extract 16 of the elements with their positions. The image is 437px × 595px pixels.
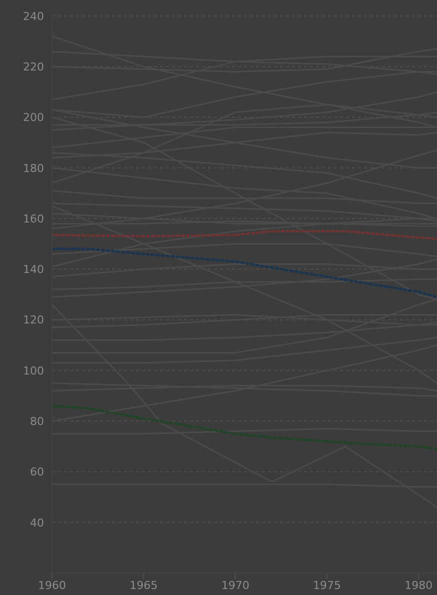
y-tick-label: 220 — [23, 60, 44, 74]
x-tick-label: 1970 — [221, 578, 250, 592]
y-tick-label: 40 — [30, 516, 44, 530]
x-tick-label: 1965 — [130, 578, 158, 592]
x-tick-label: 1960 — [38, 578, 66, 592]
y-tick-label: 120 — [23, 314, 44, 327]
y-tick-label: 140 — [23, 263, 44, 276]
x-tick-label: 1980 — [404, 578, 433, 592]
x-tick-label: 1975 — [313, 578, 341, 592]
y-tick-label: 80 — [30, 414, 44, 428]
y-tick-label: 240 — [23, 10, 44, 23]
y-tick-label: 180 — [23, 162, 44, 175]
y-tick-label: 200 — [23, 111, 44, 124]
y-tick-label: 100 — [23, 364, 44, 378]
y-tick-label: 160 — [23, 212, 44, 226]
y-tick-label: 60 — [30, 466, 44, 479]
